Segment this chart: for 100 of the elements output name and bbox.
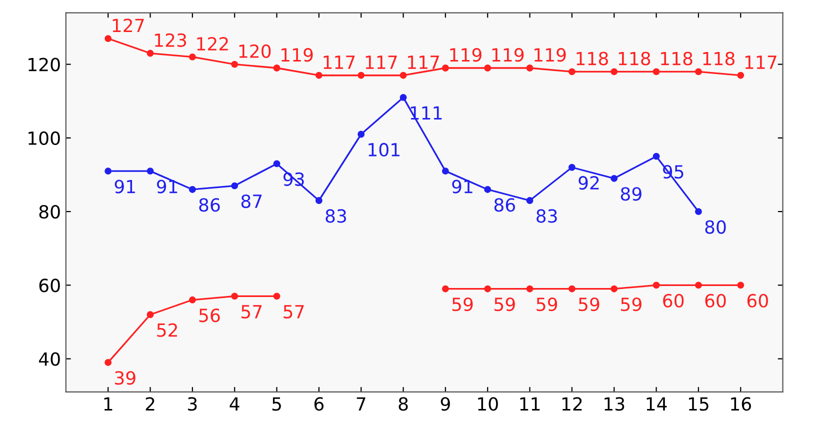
data-label: 91	[452, 180, 472, 194]
data-label: 118	[576, 52, 608, 66]
x-tick-label: 4	[230, 397, 240, 410]
y-tick-label: 100	[28, 131, 60, 146]
data-label: 59	[536, 298, 558, 312]
x-tick-label: 12	[562, 397, 582, 410]
data-label: 89	[620, 187, 642, 201]
point	[188, 296, 196, 304]
point	[104, 35, 112, 42]
data-label: 60	[663, 294, 684, 308]
data-label: 117	[745, 56, 776, 69]
point	[694, 282, 702, 289]
x-tick-label: 3	[188, 397, 197, 411]
x-tick-label: 11	[520, 397, 540, 410]
data-label: 60	[747, 294, 768, 308]
point	[610, 174, 618, 182]
x-tick-label: 7	[356, 397, 366, 410]
data-label: 83	[326, 209, 346, 223]
data-label: 59	[494, 298, 515, 312]
y-tick-label: 60	[39, 278, 60, 292]
point	[652, 152, 660, 160]
point	[526, 197, 534, 204]
point	[694, 68, 702, 76]
point	[358, 72, 365, 79]
data-label: 92	[578, 176, 599, 190]
data-label: 52	[157, 323, 177, 337]
point	[315, 197, 322, 204]
data-label: 117	[366, 56, 397, 69]
point	[568, 164, 576, 171]
data-label: 119	[534, 48, 566, 62]
point	[104, 168, 112, 175]
data-label: 86	[199, 198, 220, 212]
data-label: 83	[536, 209, 557, 223]
y-tick-label: 40	[38, 352, 60, 366]
data-label: 123	[155, 33, 186, 47]
data-label: 91	[114, 180, 135, 194]
data-label: 118	[661, 52, 692, 66]
data-label: 127	[112, 18, 144, 32]
point	[484, 64, 492, 72]
data-label: 118	[703, 52, 734, 66]
data-label: 80	[705, 220, 726, 234]
data-label: 60	[705, 294, 726, 308]
data-label: 39	[115, 371, 136, 385]
data-label: 119	[450, 48, 482, 62]
point	[652, 282, 660, 289]
x-tick-label: 5	[272, 397, 281, 411]
x-tick-label: 8	[398, 397, 408, 411]
point	[568, 285, 576, 292]
point	[442, 168, 449, 175]
x-tick-label: 14	[646, 397, 667, 410]
point	[737, 72, 744, 79]
point	[146, 168, 154, 175]
point	[231, 182, 238, 190]
point	[568, 68, 576, 76]
point	[652, 68, 660, 76]
x-tick-label: 9	[440, 397, 450, 411]
point	[315, 72, 322, 79]
x-tick-label: 1	[104, 397, 112, 410]
point	[273, 292, 280, 300]
data-label: 119	[282, 48, 313, 62]
x-tick-label: 2	[146, 397, 154, 410]
point	[400, 72, 407, 79]
point	[188, 53, 196, 60]
point	[146, 50, 154, 57]
data-label: 56	[199, 308, 220, 322]
point	[146, 311, 154, 318]
data-label: 59	[578, 298, 600, 312]
point	[442, 285, 449, 292]
point	[610, 68, 618, 76]
x-tick-label: 15	[688, 397, 708, 411]
data-label: 101	[368, 142, 400, 157]
data-label: 117	[408, 56, 439, 69]
point	[610, 285, 618, 292]
point	[526, 285, 534, 292]
y-tick-label: 120	[28, 58, 60, 72]
data-label: 57	[242, 305, 262, 319]
data-label: 120	[239, 44, 271, 58]
y-tick-label: 80	[39, 205, 60, 219]
data-label: 117	[324, 56, 355, 69]
data-label: 86	[494, 198, 516, 212]
data-label: 122	[197, 37, 228, 50]
point	[358, 130, 365, 138]
x-tick-label: 6	[314, 397, 324, 411]
x-tick-label: 16	[731, 397, 751, 411]
point	[400, 94, 407, 101]
data-label: 87	[241, 194, 262, 208]
point	[231, 60, 238, 68]
point	[442, 64, 449, 72]
point	[484, 186, 492, 193]
point	[737, 282, 744, 289]
point	[526, 64, 534, 72]
data-label: 59	[621, 298, 642, 312]
data-label: 57	[284, 305, 304, 319]
point	[694, 208, 702, 216]
x-tick-label: 10	[478, 397, 498, 411]
point	[273, 64, 280, 72]
x-tick-label: 13	[604, 397, 624, 411]
point	[273, 160, 280, 168]
point	[231, 292, 238, 300]
data-label: 59	[452, 298, 473, 312]
